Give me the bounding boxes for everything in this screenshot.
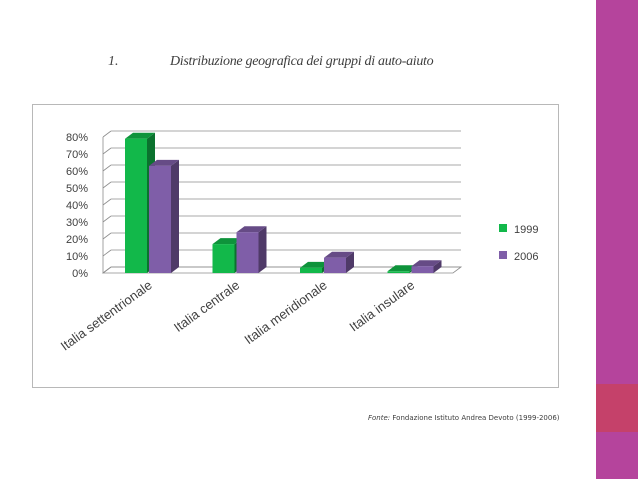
source-label: Fonte:	[368, 414, 391, 422]
bar-2006-1	[149, 159, 179, 273]
x-tick-label: Italia insulare	[346, 277, 417, 334]
bar-front	[387, 271, 410, 273]
gridline-diag	[102, 130, 112, 138]
gridline-diag	[102, 181, 112, 189]
y-tick-label: 30%	[66, 217, 88, 229]
y-tick-label: 80%	[66, 132, 88, 144]
bar-top	[387, 265, 418, 272]
side-accent-block	[596, 384, 638, 432]
legend-swatch-2006	[499, 251, 507, 259]
gridline-diag	[102, 147, 112, 155]
gridline-diag	[102, 215, 112, 223]
bar-top	[411, 260, 442, 267]
bar-side	[346, 251, 354, 273]
gridline-diag	[102, 249, 112, 257]
bar-front	[324, 257, 346, 273]
bar-top	[125, 132, 155, 139]
bar-2006-2	[236, 226, 267, 273]
source-text: Fondazione Istituto Andrea Devoto (1999-…	[390, 414, 560, 422]
legend-label: 2006	[514, 251, 538, 263]
bar-top	[236, 226, 267, 233]
bar-front	[411, 266, 434, 273]
bar-front	[125, 138, 147, 273]
gridline-diag	[102, 198, 112, 206]
bar-side	[433, 260, 442, 273]
bar-top	[300, 261, 330, 268]
legend-label: 1999	[514, 224, 538, 236]
slide-title: Distribuzione geografica dei gruppi di a…	[170, 54, 434, 69]
y-tick-label: 20%	[66, 234, 88, 246]
bar-front	[236, 232, 259, 273]
y-tick-label: 60%	[66, 166, 88, 178]
y-tick-label: 10%	[66, 251, 88, 263]
legend-swatch-1999	[499, 224, 507, 232]
x-tick-label: Italia centrale	[171, 277, 242, 335]
bar-front	[149, 165, 171, 273]
y-tick-label: 0%	[72, 268, 88, 280]
bar-front	[212, 244, 235, 273]
source-note: Fonte: Fondazione Istituto Andrea Devoto…	[368, 414, 560, 422]
y-tick-label: 40%	[66, 200, 88, 212]
bar-front	[300, 267, 322, 273]
chart-container: 0% 10% 20% 30% 40% 50% 60% 70% 80% Italia settent…	[32, 104, 559, 388]
x-tick-label: Italia settentrionale	[58, 277, 155, 353]
bar-side	[258, 226, 267, 273]
slide-number: 1.	[108, 54, 119, 69]
bar-2006-3	[324, 251, 354, 273]
y-tick-label: 50%	[66, 183, 88, 195]
x-tick-label: Italia meridionale	[241, 277, 329, 347]
bar-chart: 0% 10% 20% 30% 40% 50% 60% 70% 80% Italia settent…	[58, 130, 538, 354]
bar-top	[212, 238, 243, 245]
gridline-diag	[102, 232, 112, 240]
gridline-diag	[102, 164, 112, 172]
slide-title-row: 1. Distribuzione geografica dei gruppi d…	[0, 54, 596, 78]
y-tick-label: 70%	[66, 149, 88, 161]
bar-top	[324, 251, 354, 258]
bar-top	[149, 159, 179, 166]
bar-2006-4	[411, 260, 442, 273]
bar-side	[171, 159, 179, 273]
